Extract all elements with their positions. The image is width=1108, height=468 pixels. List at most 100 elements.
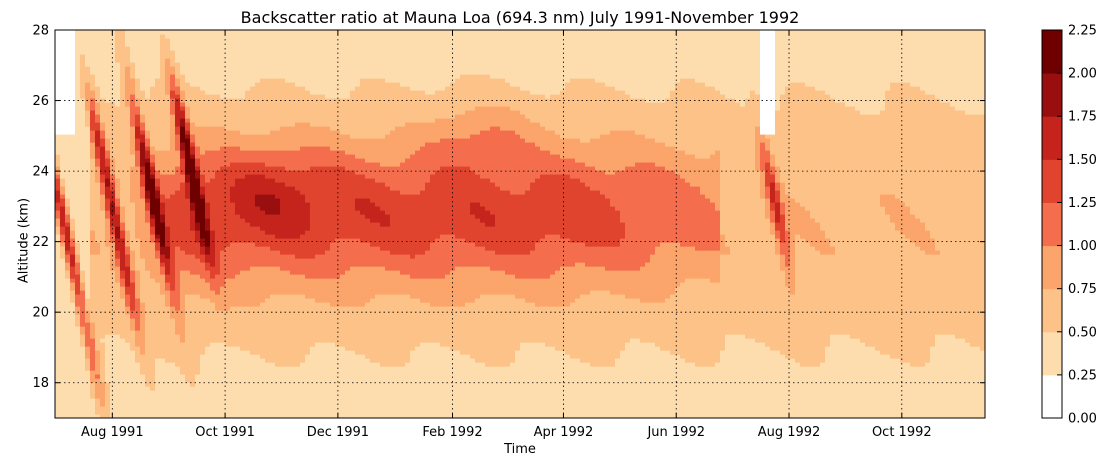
contour-cell [55,238,61,243]
contour-cell [275,390,281,395]
contour-cell [205,210,211,215]
contour-cell [65,106,71,111]
contour-cell [55,258,61,263]
contour-cell [60,338,66,343]
contour-cell [215,94,221,99]
contour-cell [215,178,221,183]
contour-cell [130,278,136,283]
contour-cell [175,214,181,219]
contour-cell [185,262,191,267]
contour-cell [115,210,121,215]
contour-cell [220,354,226,359]
contour-cell [205,94,211,99]
contour-cell [240,134,246,139]
contour-cell [155,246,161,251]
contour-cell [80,194,86,199]
contour-cell [145,294,151,299]
contour-cell [210,94,216,99]
contour-cell [305,322,311,327]
contour-cell [160,210,166,215]
contour-cell [225,230,231,235]
contour-cell [220,262,226,267]
contour-cell [185,178,191,183]
contour-cell [145,378,151,383]
contour-cell [210,370,216,375]
contour-cell [90,302,96,307]
contour-cell [185,310,191,315]
contour-cell [220,342,226,347]
contour-cell [195,142,201,147]
contour-cell [305,122,311,127]
contour-cell [155,286,161,291]
contour-cell [245,258,251,263]
contour-cell [265,214,271,219]
contour-cell [280,38,286,43]
contour-cell [270,398,276,403]
contour-cell [310,282,316,287]
contour-cell [175,354,181,359]
contour-cell [220,34,226,39]
contour-cell [90,386,96,391]
contour-cell [255,346,261,351]
contour-cell [205,290,211,295]
contour-cell [250,106,256,111]
contour-cell [275,270,281,275]
contour-cell [110,138,116,143]
contour-cell [105,218,111,223]
contour-cell [60,182,66,187]
contour-cell [250,86,256,91]
contour-cell [250,114,256,119]
contour-cell [215,198,221,203]
contour-cell [160,330,166,335]
contour-cell [80,270,86,275]
contour-cell [85,238,91,243]
contour-cell [160,294,166,299]
contour-cell [145,206,151,211]
contour-cell [185,230,191,235]
contour-cell [290,394,296,399]
contour-cell [90,126,96,131]
contour-cell [205,134,211,139]
contour-cell [260,202,266,207]
contour-cell [70,326,76,331]
contour-cell [230,286,236,291]
contour-cell [155,82,161,87]
contour-cell [205,414,211,418]
contour-cell [150,122,156,127]
contour-cell [215,58,221,63]
contour-cell [145,82,151,87]
contour-cell [155,122,161,127]
contour-cell [55,86,61,91]
contour-cell [310,398,316,403]
contour-cell [95,74,101,79]
contour-cell [110,194,116,199]
contour-cell [160,50,166,55]
contour-cell [225,206,231,211]
contour-cell [125,142,131,147]
contour-cell [155,278,161,283]
contour-cell [110,170,116,175]
contour-cell [300,350,306,355]
contour-cell [80,146,86,151]
contour-cell [115,314,121,319]
contour-cell [270,378,276,383]
contour-cell [100,398,106,403]
contour-cell [260,118,266,123]
contour-cell [125,358,131,363]
contour-cell [60,266,66,271]
contour-cell [215,274,221,279]
contour-cell [135,170,141,175]
contour-cell [245,314,251,319]
contour-cell [185,314,191,319]
contour-cell [155,166,161,171]
contour-cell [130,58,136,63]
contour-cell [190,58,196,63]
contour-cell [110,82,116,87]
contour-cell [160,154,166,159]
contour-cell [55,242,61,247]
contour-cell [85,230,91,235]
contour-cell [90,342,96,347]
contour-cell [295,302,301,307]
contour-cell [170,254,176,259]
contour-cell [140,354,146,359]
